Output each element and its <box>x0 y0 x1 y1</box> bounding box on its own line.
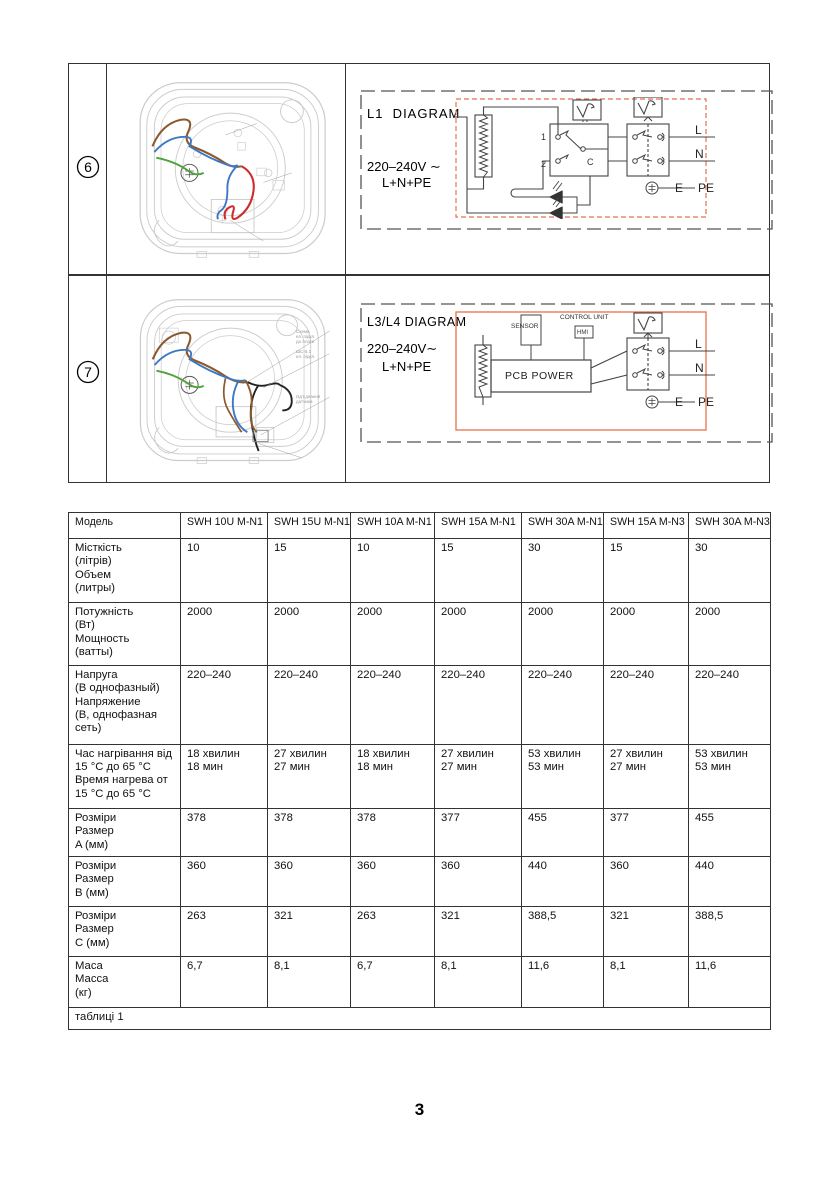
svg-text:7: 7 <box>84 364 92 380</box>
svg-text:1: 1 <box>541 132 546 142</box>
svg-text:SENSOR: SENSOR <box>511 323 539 330</box>
svg-text:E: E <box>675 395 683 409</box>
svg-text:PE: PE <box>698 395 714 409</box>
svg-text:E: E <box>675 181 683 195</box>
svg-text:6: 6 <box>84 159 92 175</box>
svg-text:L: L <box>695 123 702 137</box>
svg-text:C: C <box>587 157 594 167</box>
svg-text:HMI: HMI <box>577 330 588 336</box>
svg-text:CONTROL UNIT: CONTROL UNIT <box>560 314 609 321</box>
svg-text:N: N <box>695 147 704 161</box>
svg-text:PE: PE <box>698 181 714 195</box>
svg-text:N: N <box>695 361 704 375</box>
svg-text:PCB POWER: PCB POWER <box>505 370 574 382</box>
svg-text:L: L <box>695 337 702 351</box>
